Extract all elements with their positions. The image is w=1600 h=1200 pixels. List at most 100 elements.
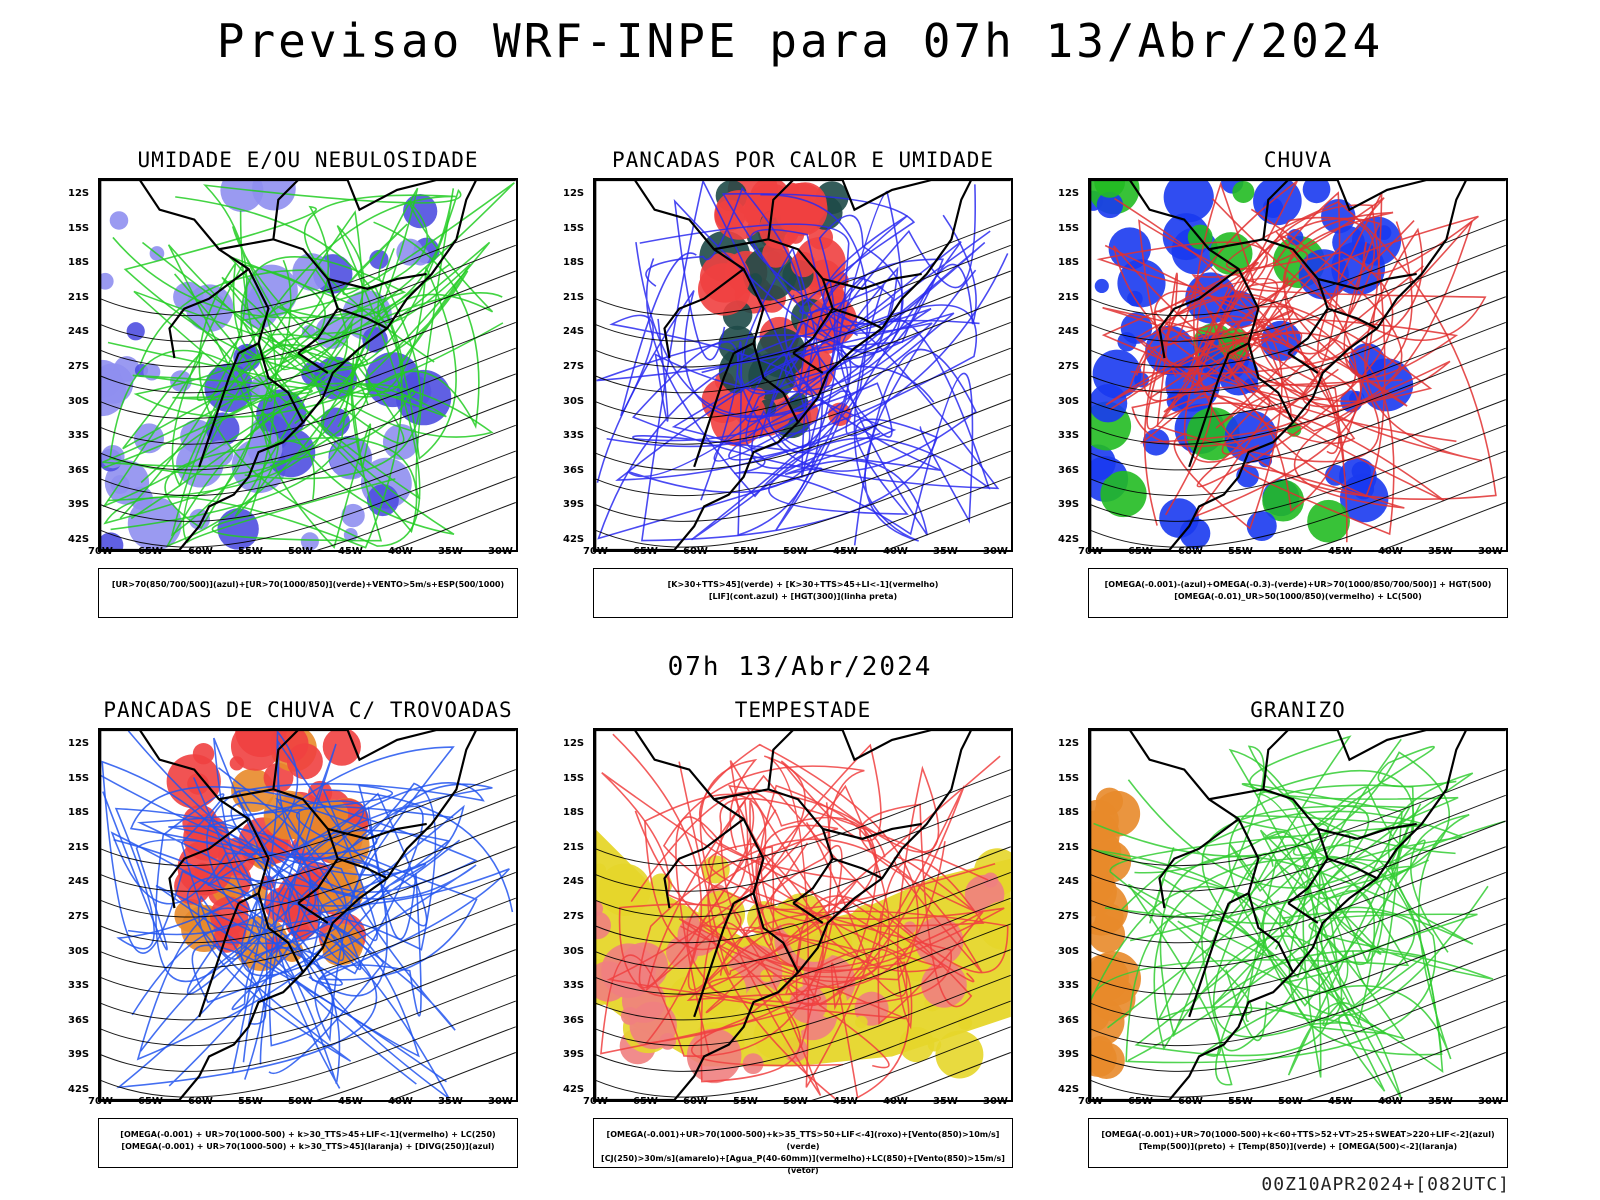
isoline — [595, 949, 1011, 1047]
colored-contour — [609, 184, 977, 439]
panel-legend: [OMEGA(-0.001) + UR>70(1000-500) + k>30_… — [98, 1118, 518, 1168]
isoline — [100, 923, 516, 1021]
panel-legend: [OMEGA(-0.001)-(azul)+OMEGA(-0.3)-(verde… — [1088, 568, 1508, 618]
lon-tick-label: 50W — [783, 1096, 808, 1107]
lat-tick-label: 39S — [68, 1049, 90, 1061]
shaded-area — [300, 532, 319, 550]
map-graphic — [595, 180, 1011, 550]
lat-tick-label: 27S — [1058, 361, 1080, 372]
lon-tick-label: 70W — [583, 1096, 608, 1107]
lat-tick-label: 30S — [68, 945, 90, 957]
colored-contour — [242, 783, 493, 1100]
lon-tick-label: 35W — [438, 1096, 463, 1107]
colored-contour — [638, 803, 983, 1008]
coastline — [595, 730, 1011, 1100]
map-graphic — [1090, 180, 1506, 550]
forecast-map — [1088, 728, 1508, 1102]
colored-contour — [113, 829, 451, 1089]
country-border — [1128, 730, 1260, 905]
lat-tick-label: 15S — [563, 772, 585, 784]
isoline — [1090, 1000, 1506, 1098]
lon-tick-label: 65W — [138, 1096, 163, 1107]
lon-tick-label: 60W — [1178, 1096, 1203, 1107]
isoline — [595, 923, 1011, 1021]
country-border — [272, 180, 299, 240]
coastline — [1090, 180, 1506, 550]
legend-line: [OMEGA(-0.001) + UR>70(1000-500) + k>30_… — [121, 1142, 495, 1151]
country-border — [337, 857, 388, 880]
shaded-area — [595, 911, 612, 940]
lon-tick-label: 50W — [1278, 1096, 1303, 1107]
lon-tick-label: 35W — [933, 546, 958, 557]
country-border — [822, 272, 922, 290]
isoline — [1090, 450, 1506, 548]
shaded-area — [109, 211, 129, 230]
lat-tick-label: 30S — [1058, 945, 1080, 957]
lon-tick-label: 55W — [238, 1096, 263, 1107]
forecast-map — [593, 728, 1013, 1102]
country-border — [257, 342, 305, 423]
shaded-area — [126, 322, 145, 341]
colored-contour — [645, 755, 1009, 1088]
run-info: 00Z10APR2024+[082UTC] — [1261, 1174, 1510, 1195]
country-border — [1158, 268, 1240, 359]
isoline — [595, 244, 1011, 342]
lon-tick-label: 65W — [1128, 546, 1153, 557]
isoline — [595, 820, 1011, 918]
legend-line: [UR>70(850/700/500)](azul)+[UR>70(1000/8… — [111, 580, 505, 589]
country-border — [832, 307, 883, 330]
country-border — [752, 342, 800, 423]
panel-title: PANCADAS POR CALOR E UMIDADE — [611, 148, 994, 172]
shaded-area — [291, 922, 311, 941]
isoline — [1090, 424, 1506, 522]
country-border — [1158, 818, 1240, 909]
isoline — [595, 974, 1011, 1072]
colored-contour — [1107, 772, 1474, 1064]
isoline — [316, 1026, 516, 1100]
isoline — [100, 974, 516, 1072]
lat-tick-label: 24S — [1058, 326, 1080, 338]
lon-tick-label: 60W — [1178, 546, 1203, 557]
lon-tick-label: 65W — [1128, 1096, 1153, 1107]
lat-tick-label: 24S — [68, 326, 90, 338]
lon-tick-label: 35W — [1428, 1096, 1453, 1107]
shaded-area — [935, 1030, 984, 1079]
isoline — [595, 296, 1011, 394]
shaded-area — [252, 180, 296, 211]
lat-tick-label: 30S — [563, 395, 585, 407]
country-border — [297, 902, 329, 924]
coastline — [100, 730, 516, 1100]
country-border — [257, 892, 305, 973]
shaded-area — [903, 921, 917, 934]
shaded-area — [1302, 180, 1331, 204]
lon-tick-label: 45W — [833, 546, 858, 557]
colored-contour — [1201, 784, 1489, 1052]
lat-tick-label: 39S — [563, 1049, 585, 1061]
colored-contour — [1225, 748, 1478, 1041]
lon-tick-label: 50W — [783, 546, 808, 557]
lon-tick-label: 35W — [1428, 546, 1453, 557]
isoline — [100, 450, 516, 548]
lon-tick-label: 70W — [583, 546, 608, 557]
colored-contour — [1093, 751, 1450, 965]
isoline — [1381, 502, 1506, 550]
country-border — [297, 352, 329, 374]
lat-tick-label: 27S — [563, 361, 585, 372]
lon-tick-label: 70W — [88, 1096, 113, 1107]
lat-tick-label: 30S — [68, 395, 90, 407]
isoline — [1090, 923, 1506, 1021]
country-border — [1327, 857, 1378, 880]
shaded-area — [744, 984, 779, 1019]
panel-legend: [K>30+TTS>45](verde) + [K>30+TTS>45+LI<-… — [593, 568, 1013, 618]
isoline — [100, 347, 516, 445]
country-border — [633, 730, 765, 905]
map-graphic — [100, 180, 516, 550]
isoline — [811, 476, 1011, 550]
colored-contour — [103, 196, 480, 549]
lat-tick-label: 15S — [68, 222, 90, 234]
legend-line: [CJ(250)>30m/s](amarelo)+[Agua_P(40-60mm… — [601, 1154, 1005, 1175]
shaded-area — [1258, 453, 1273, 468]
map-graphic — [1090, 730, 1506, 1100]
isoline — [595, 846, 1011, 944]
colored-contour — [673, 190, 903, 478]
